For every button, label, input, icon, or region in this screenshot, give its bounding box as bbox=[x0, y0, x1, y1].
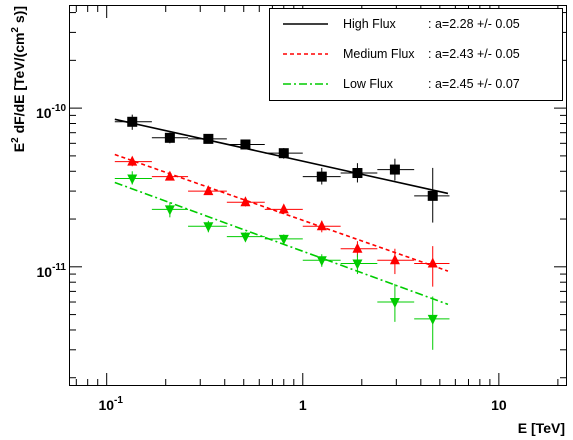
marker-square bbox=[203, 133, 214, 144]
marker-square bbox=[389, 164, 400, 175]
point-medium-flux-2 bbox=[188, 185, 227, 196]
x-tick-label-1: 1 bbox=[299, 397, 307, 413]
y-tick-labels: 10-11 10-10 bbox=[36, 103, 66, 280]
point-low-flux-3 bbox=[226, 232, 265, 243]
point-high-flux-2 bbox=[188, 133, 227, 144]
point-high-flux-8 bbox=[414, 167, 450, 223]
legend-label-high-flux: High Flux bbox=[343, 17, 397, 31]
point-medium-flux-8 bbox=[414, 246, 450, 287]
point-medium-flux-7 bbox=[377, 248, 415, 275]
legend-fit-high-flux: : a=2.28 +/- 0.05 bbox=[428, 17, 520, 31]
plot-frame bbox=[69, 5, 567, 386]
marker-triangle-up bbox=[389, 254, 400, 265]
marker-square bbox=[164, 132, 175, 143]
marker-triangle-up bbox=[240, 196, 251, 207]
x-axis-title: E [TeV] bbox=[518, 420, 565, 436]
marker-triangle-up bbox=[127, 155, 138, 166]
point-high-flux-0 bbox=[114, 114, 152, 130]
marker-triangle-up bbox=[164, 170, 175, 181]
point-medium-flux-5 bbox=[302, 220, 341, 233]
data-points bbox=[114, 114, 450, 350]
point-low-flux-1 bbox=[151, 202, 189, 218]
marker-triangle-down bbox=[427, 314, 438, 325]
point-medium-flux-1 bbox=[151, 170, 189, 181]
marker-square bbox=[127, 116, 138, 127]
point-medium-flux-3 bbox=[226, 196, 265, 207]
marker-triangle-down bbox=[352, 259, 363, 270]
point-low-flux-2 bbox=[188, 220, 227, 233]
point-low-flux-6 bbox=[340, 254, 378, 275]
point-medium-flux-4 bbox=[264, 203, 303, 215]
point-high-flux-5 bbox=[302, 167, 341, 185]
legend-label-low-flux: Low Flux bbox=[343, 77, 394, 91]
marker-triangle-up bbox=[278, 203, 289, 214]
y-axis-ticks bbox=[70, 12, 566, 379]
point-low-flux-5 bbox=[302, 254, 341, 267]
y-tick-label-0: 10-11 bbox=[37, 262, 67, 280]
y-tick-label-1: 10-10 bbox=[36, 103, 66, 121]
marker-triangle-down bbox=[164, 205, 175, 216]
marker-triangle-down bbox=[203, 222, 214, 233]
point-high-flux-3 bbox=[226, 139, 265, 150]
marker-square bbox=[352, 168, 363, 179]
marker-triangle-up bbox=[352, 242, 363, 253]
marker-square bbox=[278, 148, 289, 159]
marker-square bbox=[316, 171, 327, 182]
point-low-flux-4 bbox=[264, 234, 303, 245]
point-high-flux-4 bbox=[264, 148, 303, 159]
marker-square bbox=[240, 139, 251, 150]
marker-triangle-down bbox=[127, 174, 138, 185]
x-tick-label-2: 10 bbox=[491, 397, 507, 413]
y-axis-title: E2 dF/dE [TeV/(cm2 s)] bbox=[10, 6, 27, 152]
marker-triangle-down bbox=[278, 234, 289, 245]
marker-triangle-up bbox=[316, 220, 327, 231]
legend-fit-medium-flux: : a=2.43 +/- 0.05 bbox=[428, 47, 520, 61]
point-high-flux-7 bbox=[377, 158, 415, 181]
marker-triangle-up bbox=[427, 257, 438, 268]
marker-triangle-down bbox=[316, 256, 327, 267]
legend-fit-low-flux: : a=2.45 +/- 0.07 bbox=[428, 77, 520, 91]
marker-triangle-up bbox=[203, 185, 214, 196]
point-low-flux-7 bbox=[377, 283, 415, 322]
point-low-flux-0 bbox=[114, 171, 152, 185]
legend: High Flux : a=2.28 +/- 0.05 Medium Flux … bbox=[269, 8, 563, 101]
point-high-flux-1 bbox=[151, 132, 189, 144]
legend-label-medium-flux: Medium Flux bbox=[343, 47, 415, 61]
point-medium-flux-0 bbox=[114, 155, 152, 167]
marker-triangle-down bbox=[240, 232, 251, 243]
marker-square bbox=[427, 190, 438, 201]
marker-triangle-down bbox=[389, 298, 400, 309]
x-tick-label-0: 10-1 bbox=[98, 395, 123, 413]
point-low-flux-8 bbox=[414, 296, 450, 350]
x-tick-labels: 10-1 1 10 bbox=[98, 395, 506, 413]
point-high-flux-6 bbox=[340, 163, 378, 183]
